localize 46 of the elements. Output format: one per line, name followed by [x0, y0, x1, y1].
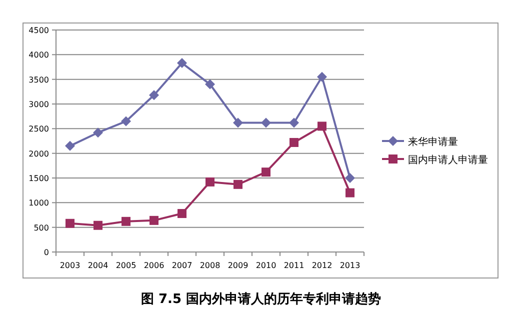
y-tick-label: 3000 — [28, 100, 49, 109]
y-tick-label: 3500 — [28, 75, 49, 84]
x-tick-label: 2013 — [340, 261, 360, 270]
point — [93, 128, 103, 138]
point — [262, 168, 270, 177]
y-tick-label: 1000 — [28, 198, 49, 208]
y-tick-label: 500 — [34, 223, 49, 232]
text: 图 7.5 国内外申请人的历年专利申请趋势 — [140, 291, 382, 307]
x-tick-label: 2007 — [172, 261, 192, 270]
point — [346, 188, 354, 198]
x-tick-label: 2010 — [256, 261, 276, 270]
point — [150, 216, 158, 225]
point — [233, 118, 243, 128]
point — [289, 118, 299, 128]
x-tick-label: 2004 — [88, 261, 108, 270]
point — [121, 116, 131, 126]
point — [178, 209, 186, 218]
x-tick-label: 2003 — [60, 261, 80, 270]
y-tick-label: 4500 — [28, 26, 49, 35]
x-tick-label: 2008 — [200, 261, 220, 270]
x-tick-label: 2011 — [284, 261, 304, 270]
point — [65, 140, 75, 151]
x-tick-label: 2006 — [144, 261, 164, 270]
y-tick-label: 0 — [44, 248, 49, 257]
y-tick-label: 2000 — [28, 149, 49, 158]
point — [261, 118, 271, 128]
y-tick-label: 1500 — [28, 174, 49, 183]
x-tick-label: 2009 — [228, 261, 248, 270]
point — [318, 122, 326, 131]
x-tick-label: 2012 — [312, 261, 332, 270]
point — [345, 173, 355, 183]
y-tick-label: 4000 — [28, 50, 49, 60]
point — [290, 138, 298, 147]
legend-label: 国内申请人申请量 — [408, 154, 488, 166]
point — [177, 58, 187, 68]
point — [149, 90, 159, 100]
point — [94, 220, 102, 230]
legend-label: 来华申请量 — [408, 136, 458, 148]
y-tick-label: 2500 — [28, 124, 49, 134]
point — [122, 216, 130, 226]
point — [206, 177, 214, 186]
x-tick-label: 2005 — [116, 261, 136, 270]
point — [317, 72, 327, 82]
point — [66, 218, 74, 228]
point — [234, 180, 242, 189]
point — [205, 79, 215, 90]
